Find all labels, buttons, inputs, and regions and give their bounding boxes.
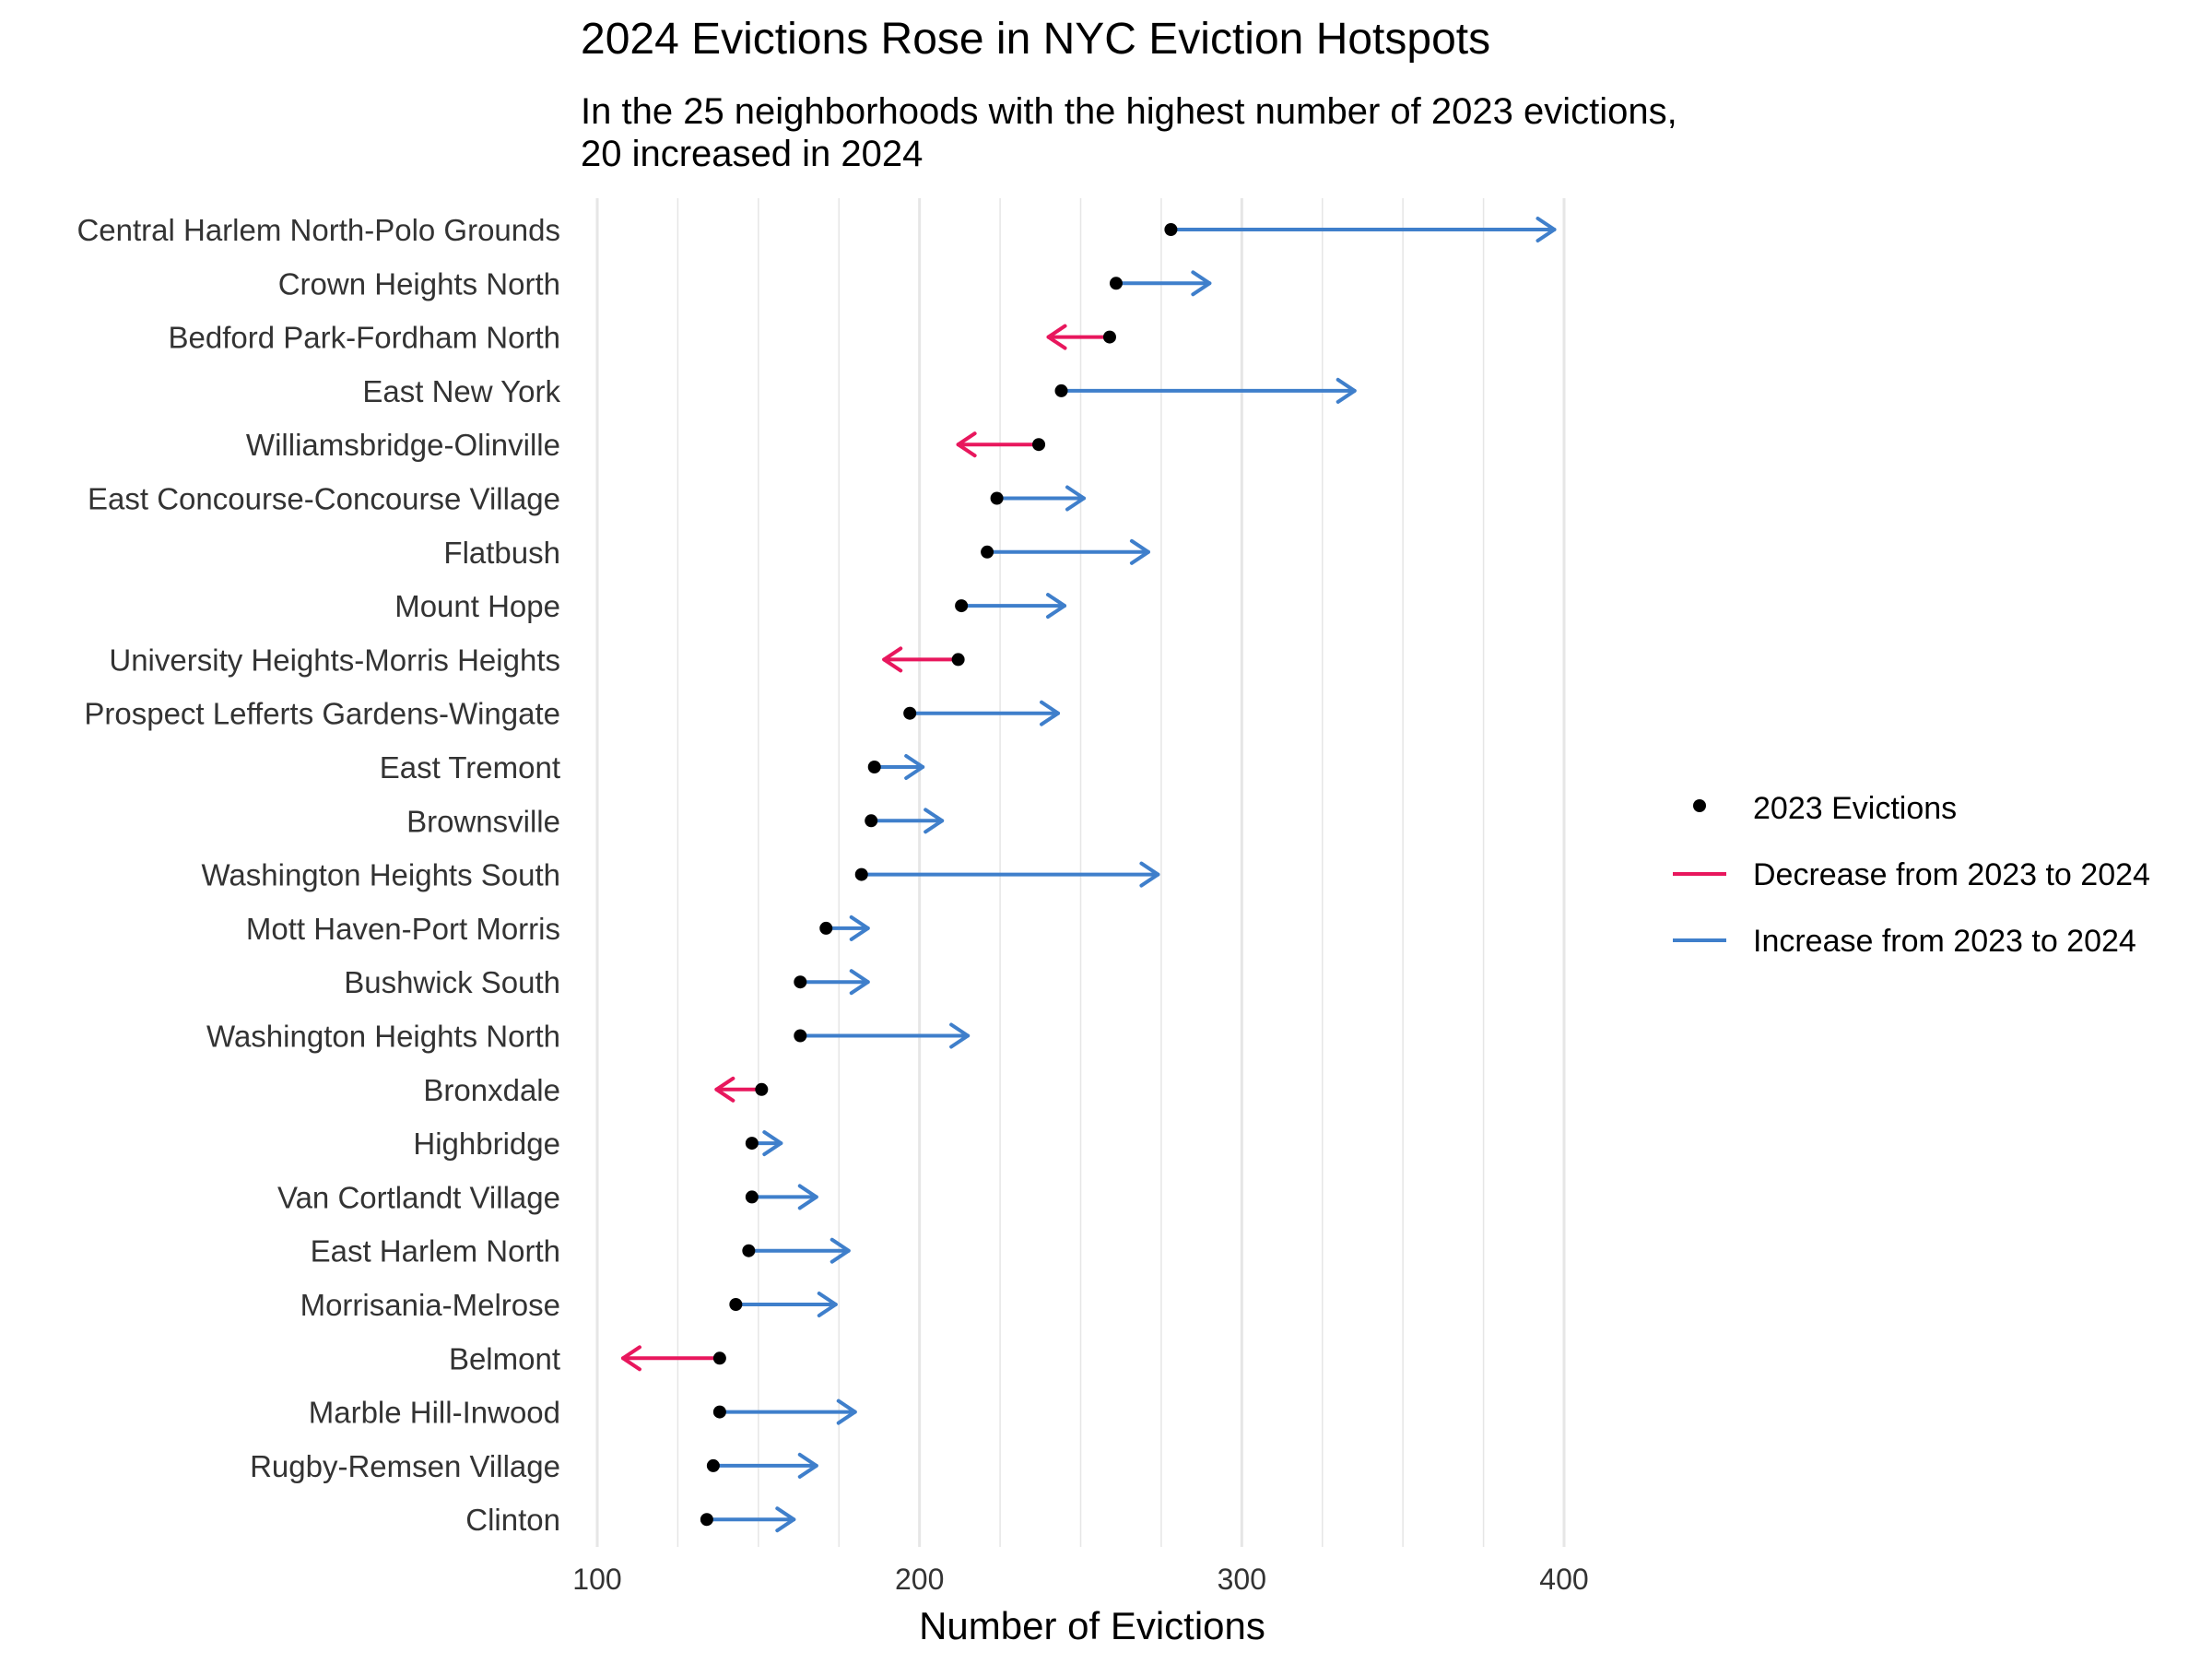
- point-2023: [755, 1082, 769, 1096]
- chart-title: 2024 Evictions Rose in NYC Eviction Hots…: [581, 15, 1490, 64]
- change-arrowhead: [797, 1184, 818, 1210]
- x-tick-label: 300: [1218, 1563, 1266, 1596]
- change-arrowhead: [849, 915, 870, 941]
- change-arrowhead: [1139, 861, 1160, 888]
- neighborhood-label: Central Harlem North-Polo Grounds: [76, 213, 560, 247]
- neighborhood-label: Belmont: [449, 1341, 560, 1375]
- neighborhood-label: Rugby-Remsen Village: [250, 1449, 560, 1483]
- neighborhood-label: Clinton: [465, 1503, 560, 1537]
- legend-decrease-label: Decrease from 2023 to 2024: [1753, 857, 2150, 892]
- change-arrowhead: [924, 808, 945, 834]
- neighborhood-label: Morrisania-Melrose: [300, 1288, 560, 1322]
- change-arrowhead: [620, 1345, 641, 1372]
- neighborhood-label: Williamsbridge-Olinville: [246, 428, 560, 462]
- point-2023: [712, 1351, 726, 1365]
- legend-increase-label: Increase from 2023 to 2024: [1753, 924, 2136, 959]
- point-2023: [712, 1405, 726, 1419]
- neighborhood-label: Van Cortlandt Village: [277, 1180, 560, 1214]
- point-2023: [1032, 438, 1046, 452]
- point-2023: [819, 921, 833, 935]
- point-2023: [981, 545, 994, 559]
- change-arrowhead: [1535, 217, 1557, 242]
- neighborhood-label: Flatbush: [443, 536, 560, 570]
- point-2023: [1164, 223, 1178, 236]
- point-2023: [854, 867, 868, 881]
- point-2023: [745, 1137, 759, 1151]
- change-arrowhead: [1046, 324, 1067, 350]
- point-2023: [955, 599, 969, 613]
- neighborhood-label: Bronxdale: [423, 1073, 560, 1107]
- grid-layer: [595, 198, 1566, 1547]
- x-tick-label: 400: [1539, 1563, 1588, 1596]
- change-arrowhead: [817, 1292, 838, 1317]
- point-2023: [700, 1513, 713, 1527]
- change-arrowhead: [949, 1022, 971, 1049]
- neighborhood-label: Crown Heights North: [278, 266, 560, 301]
- point-2023: [867, 761, 881, 773]
- neighborhood-label: Bushwick South: [344, 965, 560, 999]
- change-arrowhead: [904, 754, 925, 780]
- change-arrowhead: [836, 1398, 857, 1425]
- neighborhood-label: Marble Hill-Inwood: [309, 1396, 560, 1430]
- y-tick-labels: Central Harlem North-Polo Grounds Crown H…: [76, 213, 560, 1537]
- change-arrowhead: [1129, 538, 1150, 565]
- change-arrowhead: [882, 646, 903, 673]
- point-2023: [742, 1244, 756, 1257]
- neighborhood-label: Washington Heights South: [201, 858, 560, 892]
- change-arrowhead: [762, 1130, 783, 1157]
- neighborhood-label: Bedford Park-Fordham North: [168, 321, 560, 355]
- neighborhood-label: University Heights-Morris Heights: [109, 643, 560, 677]
- legend-point-label: 2023 Evictions: [1753, 791, 1957, 826]
- x-tick-label: 100: [572, 1563, 621, 1596]
- points-2023: [700, 223, 1178, 1527]
- chart-subtitle-line-2: 20 increased in 2024: [581, 134, 923, 174]
- legend-point-key: [1693, 799, 1706, 812]
- neighborhood-label: East Concourse-Concourse Village: [88, 482, 560, 516]
- neighborhood-label: Prospect Lefferts Gardens-Wingate: [84, 697, 560, 731]
- change-arrowhead: [1191, 270, 1212, 297]
- point-2023: [706, 1458, 720, 1472]
- change-arrowhead: [849, 969, 870, 996]
- neighborhood-label: Highbridge: [413, 1127, 560, 1161]
- neighborhood-label: East Harlem North: [311, 1234, 560, 1269]
- change-arrowhead: [1046, 593, 1067, 620]
- point-2023: [951, 653, 965, 667]
- point-2023: [1054, 384, 1068, 397]
- change-arrowhead: [830, 1237, 851, 1264]
- change-arrowhead: [1065, 485, 1086, 512]
- point-2023: [794, 1029, 807, 1043]
- legend: 2023 Evictions Decrease from 2023 to 202…: [1673, 791, 2150, 959]
- change-arrowhead: [1040, 700, 1061, 726]
- x-axis-title: Number of Evictions: [919, 1604, 1265, 1647]
- point-2023: [990, 491, 1004, 505]
- point-2023: [1102, 330, 1116, 344]
- change-arrowhead: [775, 1506, 796, 1533]
- neighborhood-label: Washington Heights North: [206, 1020, 560, 1054]
- change-arrowhead: [714, 1076, 735, 1103]
- neighborhood-label: East Tremont: [380, 750, 560, 785]
- point-2023: [1109, 277, 1123, 290]
- point-2023: [745, 1190, 759, 1204]
- change-arrowhead: [956, 431, 977, 458]
- change-arrowhead: [1335, 377, 1357, 404]
- x-tick-label: 200: [895, 1563, 944, 1596]
- neighborhood-label: Mount Hope: [394, 589, 560, 623]
- neighborhood-label: East New York: [362, 374, 560, 408]
- arrow-segments: [620, 217, 1557, 1533]
- point-2023: [729, 1298, 743, 1311]
- point-2023: [903, 706, 917, 720]
- point-2023: [794, 975, 807, 989]
- chart-subtitle-line-1: In the 25 neighborhoods with the highest…: [581, 91, 1677, 132]
- change-arrowhead: [797, 1452, 818, 1479]
- neighborhood-label: Mott Haven-Port Morris: [246, 912, 560, 946]
- neighborhood-label: Brownsville: [406, 804, 560, 838]
- point-2023: [865, 814, 878, 828]
- x-tick-labels: 100 200 300 400: [572, 1563, 1588, 1596]
